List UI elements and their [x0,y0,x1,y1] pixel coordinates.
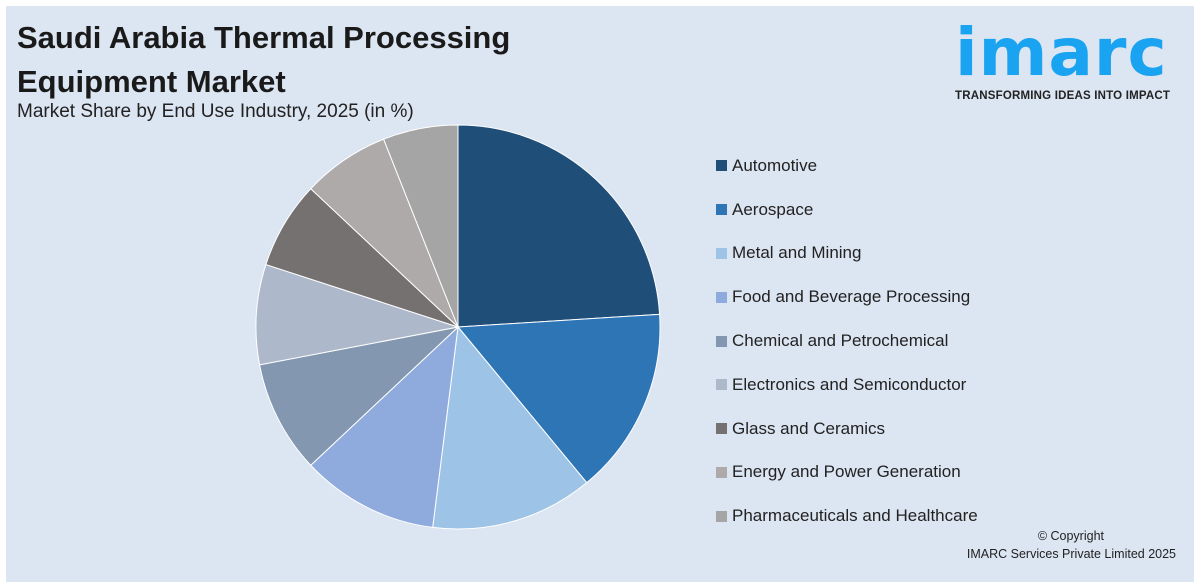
legend-swatch [716,247,727,259]
legend-swatch [716,466,727,478]
legend-label: Energy and Power Generation [732,462,961,482]
legend-item: Pharmaceuticals and Healthcare [716,494,978,538]
pie-slice-aerospace [456,313,661,484]
legend-label: Metal and Mining [732,243,862,263]
legend-item: Automotive [716,144,978,188]
pie-slice-electronics-and-semiconductor [255,263,459,366]
legend-label: Glass and Ceramics [732,418,886,438]
logo-word: imarc [955,14,1168,91]
copyright-company: IMARC Services Private Limited 2025 [966,547,1176,561]
legend-swatch [716,510,727,522]
legend-label: Chemical and Petrochemical [732,331,949,351]
legend-label: Electronics and Semiconductor [732,374,967,394]
legend-swatch [716,335,727,347]
legend-item: Glass and Ceramics [716,407,978,451]
legend-swatch [716,379,727,391]
legend-item: Food and Beverage Processing [716,275,978,319]
legend-label: Pharmaceuticals and Healthcare [732,506,978,526]
legend-item: Metal and Mining [716,232,978,276]
pie-slice-automotive [457,124,661,328]
legend-label: Aerospace [732,199,814,219]
legend-label: Automotive [732,155,818,175]
legend-swatch [716,204,727,216]
pie-slice-food-and-beverage-processing [310,325,459,528]
copyright-line: © Copyright [1037,529,1104,543]
pie-slice-pharmaceuticals-and-healthcare [382,124,459,328]
chart-title: Saudi Arabia Thermal Processing Equipmen… [17,20,511,99]
imarc-logo: imarc TRANSFORMING IDEAS INTO IMPACT [955,14,1185,103]
legend-item: Chemical and Petrochemical [716,319,978,363]
legend-label: Food and Beverage Processing [732,287,971,307]
pie-slice-chemical-and-petrochemical [258,326,460,466]
logo-tagline: TRANSFORMING IDEAS INTO IMPACT [955,90,1171,102]
legend: Automotive Aerospace Metal and Mining Food … [716,144,978,538]
legend-item: Electronics and Semiconductor [716,363,978,407]
pie-slice-metal-and-mining [432,325,588,530]
legend-swatch [716,291,727,303]
legend-swatch [716,160,727,172]
legend-item: Energy and Power Generation [716,451,978,495]
copyright: © Copyright IMARC Services Private Limit… [967,527,1176,563]
legend-item: Aerospace [716,188,978,232]
chart-subtitle: Market Share by End Use Industry, 2025 (… [17,101,414,122]
legend-swatch [716,423,727,435]
